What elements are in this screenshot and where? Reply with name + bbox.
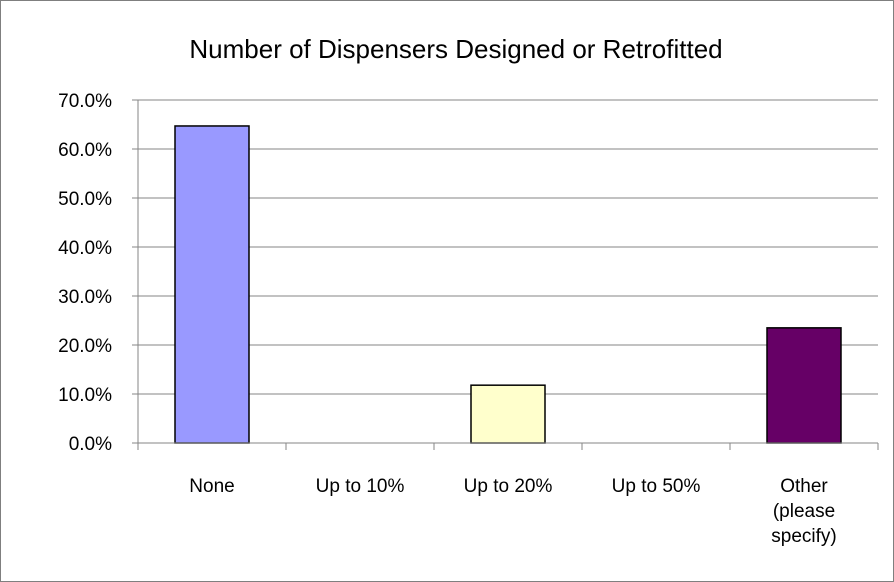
x-category-label: Other (please specify) xyxy=(771,476,836,547)
x-category-label: None xyxy=(189,476,234,497)
x-category-label: Up to 20% xyxy=(464,476,553,497)
x-category-label: Up to 50% xyxy=(612,476,701,497)
x-category-labels: None Up to 10% Up to 20% Up to 50% Other (ple… xyxy=(189,476,836,547)
bar xyxy=(766,327,842,444)
y-tick-label: 0.0% xyxy=(69,434,112,455)
y-tick-label: 20.0% xyxy=(58,336,112,357)
y-tick-label: 40.0% xyxy=(58,238,112,259)
chart-title: Number of Dispensers Designed or Retrofi… xyxy=(189,34,722,64)
y-tick-label: 50.0% xyxy=(58,189,112,210)
y-tick-label: 30.0% xyxy=(58,287,112,308)
y-tick-labels: 0.0% 10.0% 20.0% 30.0% 40.0% 50.0% 60.0% 70.0% xyxy=(58,91,112,455)
axes xyxy=(132,99,879,450)
y-tick-label: 10.0% xyxy=(58,385,112,406)
y-tick-label: 70.0% xyxy=(58,91,112,112)
bar xyxy=(174,125,250,444)
x-category-label: Up to 10% xyxy=(316,476,405,497)
gridlines xyxy=(138,99,878,395)
bar xyxy=(470,384,546,444)
y-tick-label: 60.0% xyxy=(58,140,112,161)
bars xyxy=(174,125,842,444)
